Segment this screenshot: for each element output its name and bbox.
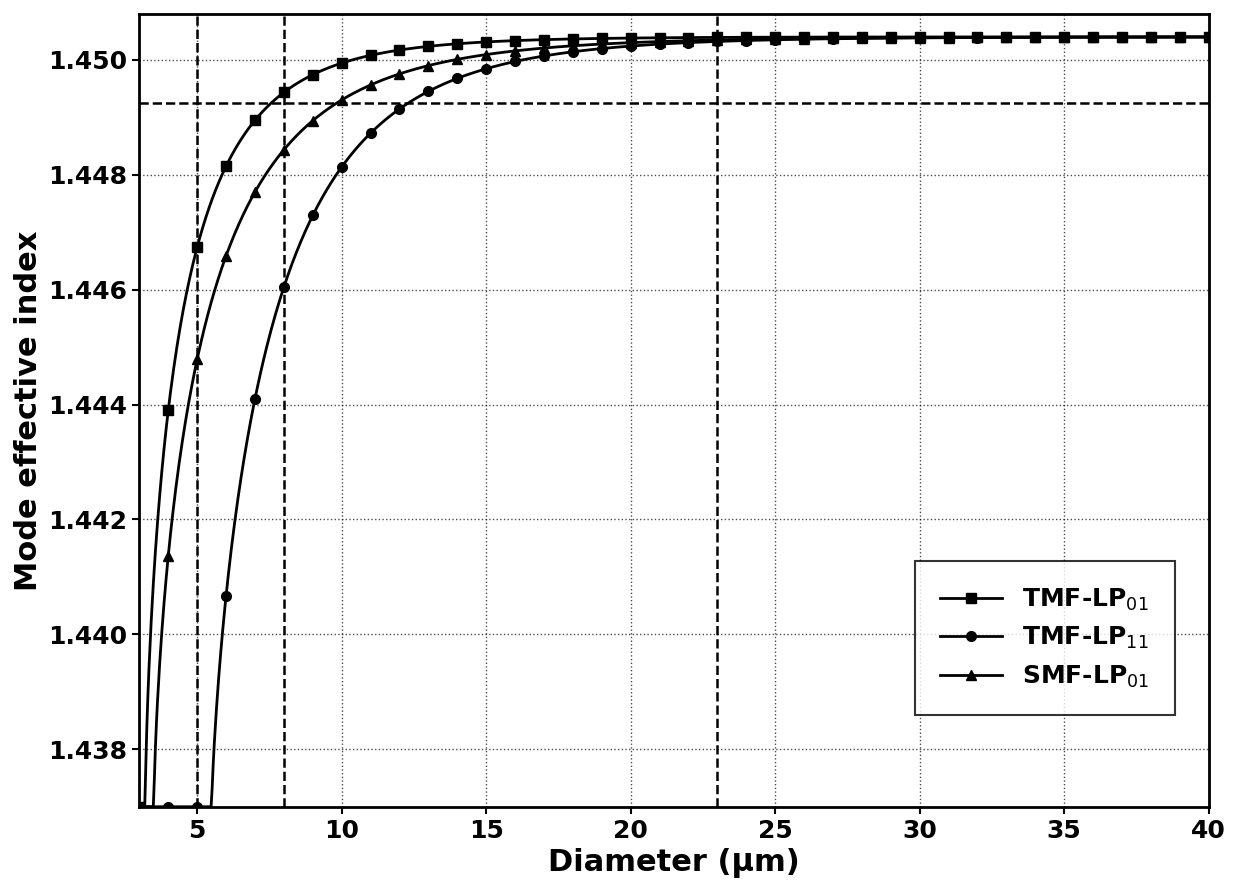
TMF-LP$_{01}$ [985,31,999,42]
X-axis label: Diameter (μm): Diameter (μm) [548,848,800,878]
SMF-LP$_{01}$ [985,32,999,43]
Y-axis label: Mode effective index: Mode effective index [14,230,43,591]
TMF-LP$_{11}$ [1202,31,1216,42]
SMF-LP$_{01}$ [241,199,255,210]
SMF-LP$_{01}$ [564,40,579,51]
Line: TMF-LP$_{01}$: TMF-LP$_{01}$ [134,32,1214,812]
TMF-LP$_{01}$ [867,31,882,42]
SMF-LP$_{01}$ [966,32,981,43]
SMF-LP$_{01}$ [1202,31,1216,42]
TMF-LP$_{11}$ [603,43,618,54]
TMF-LP$_{11}$ [564,46,579,57]
TMF-LP$_{01}$ [1202,31,1216,42]
SMF-LP$_{01}$ [131,801,146,812]
SMF-LP$_{01}$ [867,33,882,44]
Line: TMF-LP$_{11}$: TMF-LP$_{11}$ [134,32,1214,812]
TMF-LP$_{11}$ [867,33,882,44]
TMF-LP$_{01}$ [131,801,146,812]
TMF-LP$_{01}$ [564,34,579,45]
SMF-LP$_{01}$ [603,38,618,49]
Line: SMF-LP$_{01}$: SMF-LP$_{01}$ [134,32,1214,812]
TMF-LP$_{01}$ [966,31,981,42]
TMF-LP$_{01}$ [241,123,255,134]
Legend: TMF-LP$_{01}$, TMF-LP$_{11}$, SMF-LP$_{01}$: TMF-LP$_{01}$, TMF-LP$_{11}$, SMF-LP$_{0… [915,561,1174,715]
TMF-LP$_{11}$ [966,32,981,43]
TMF-LP$_{11}$ [985,32,999,43]
TMF-LP$_{01}$ [603,33,618,44]
TMF-LP$_{11}$ [131,801,146,812]
TMF-LP$_{11}$ [241,427,255,438]
